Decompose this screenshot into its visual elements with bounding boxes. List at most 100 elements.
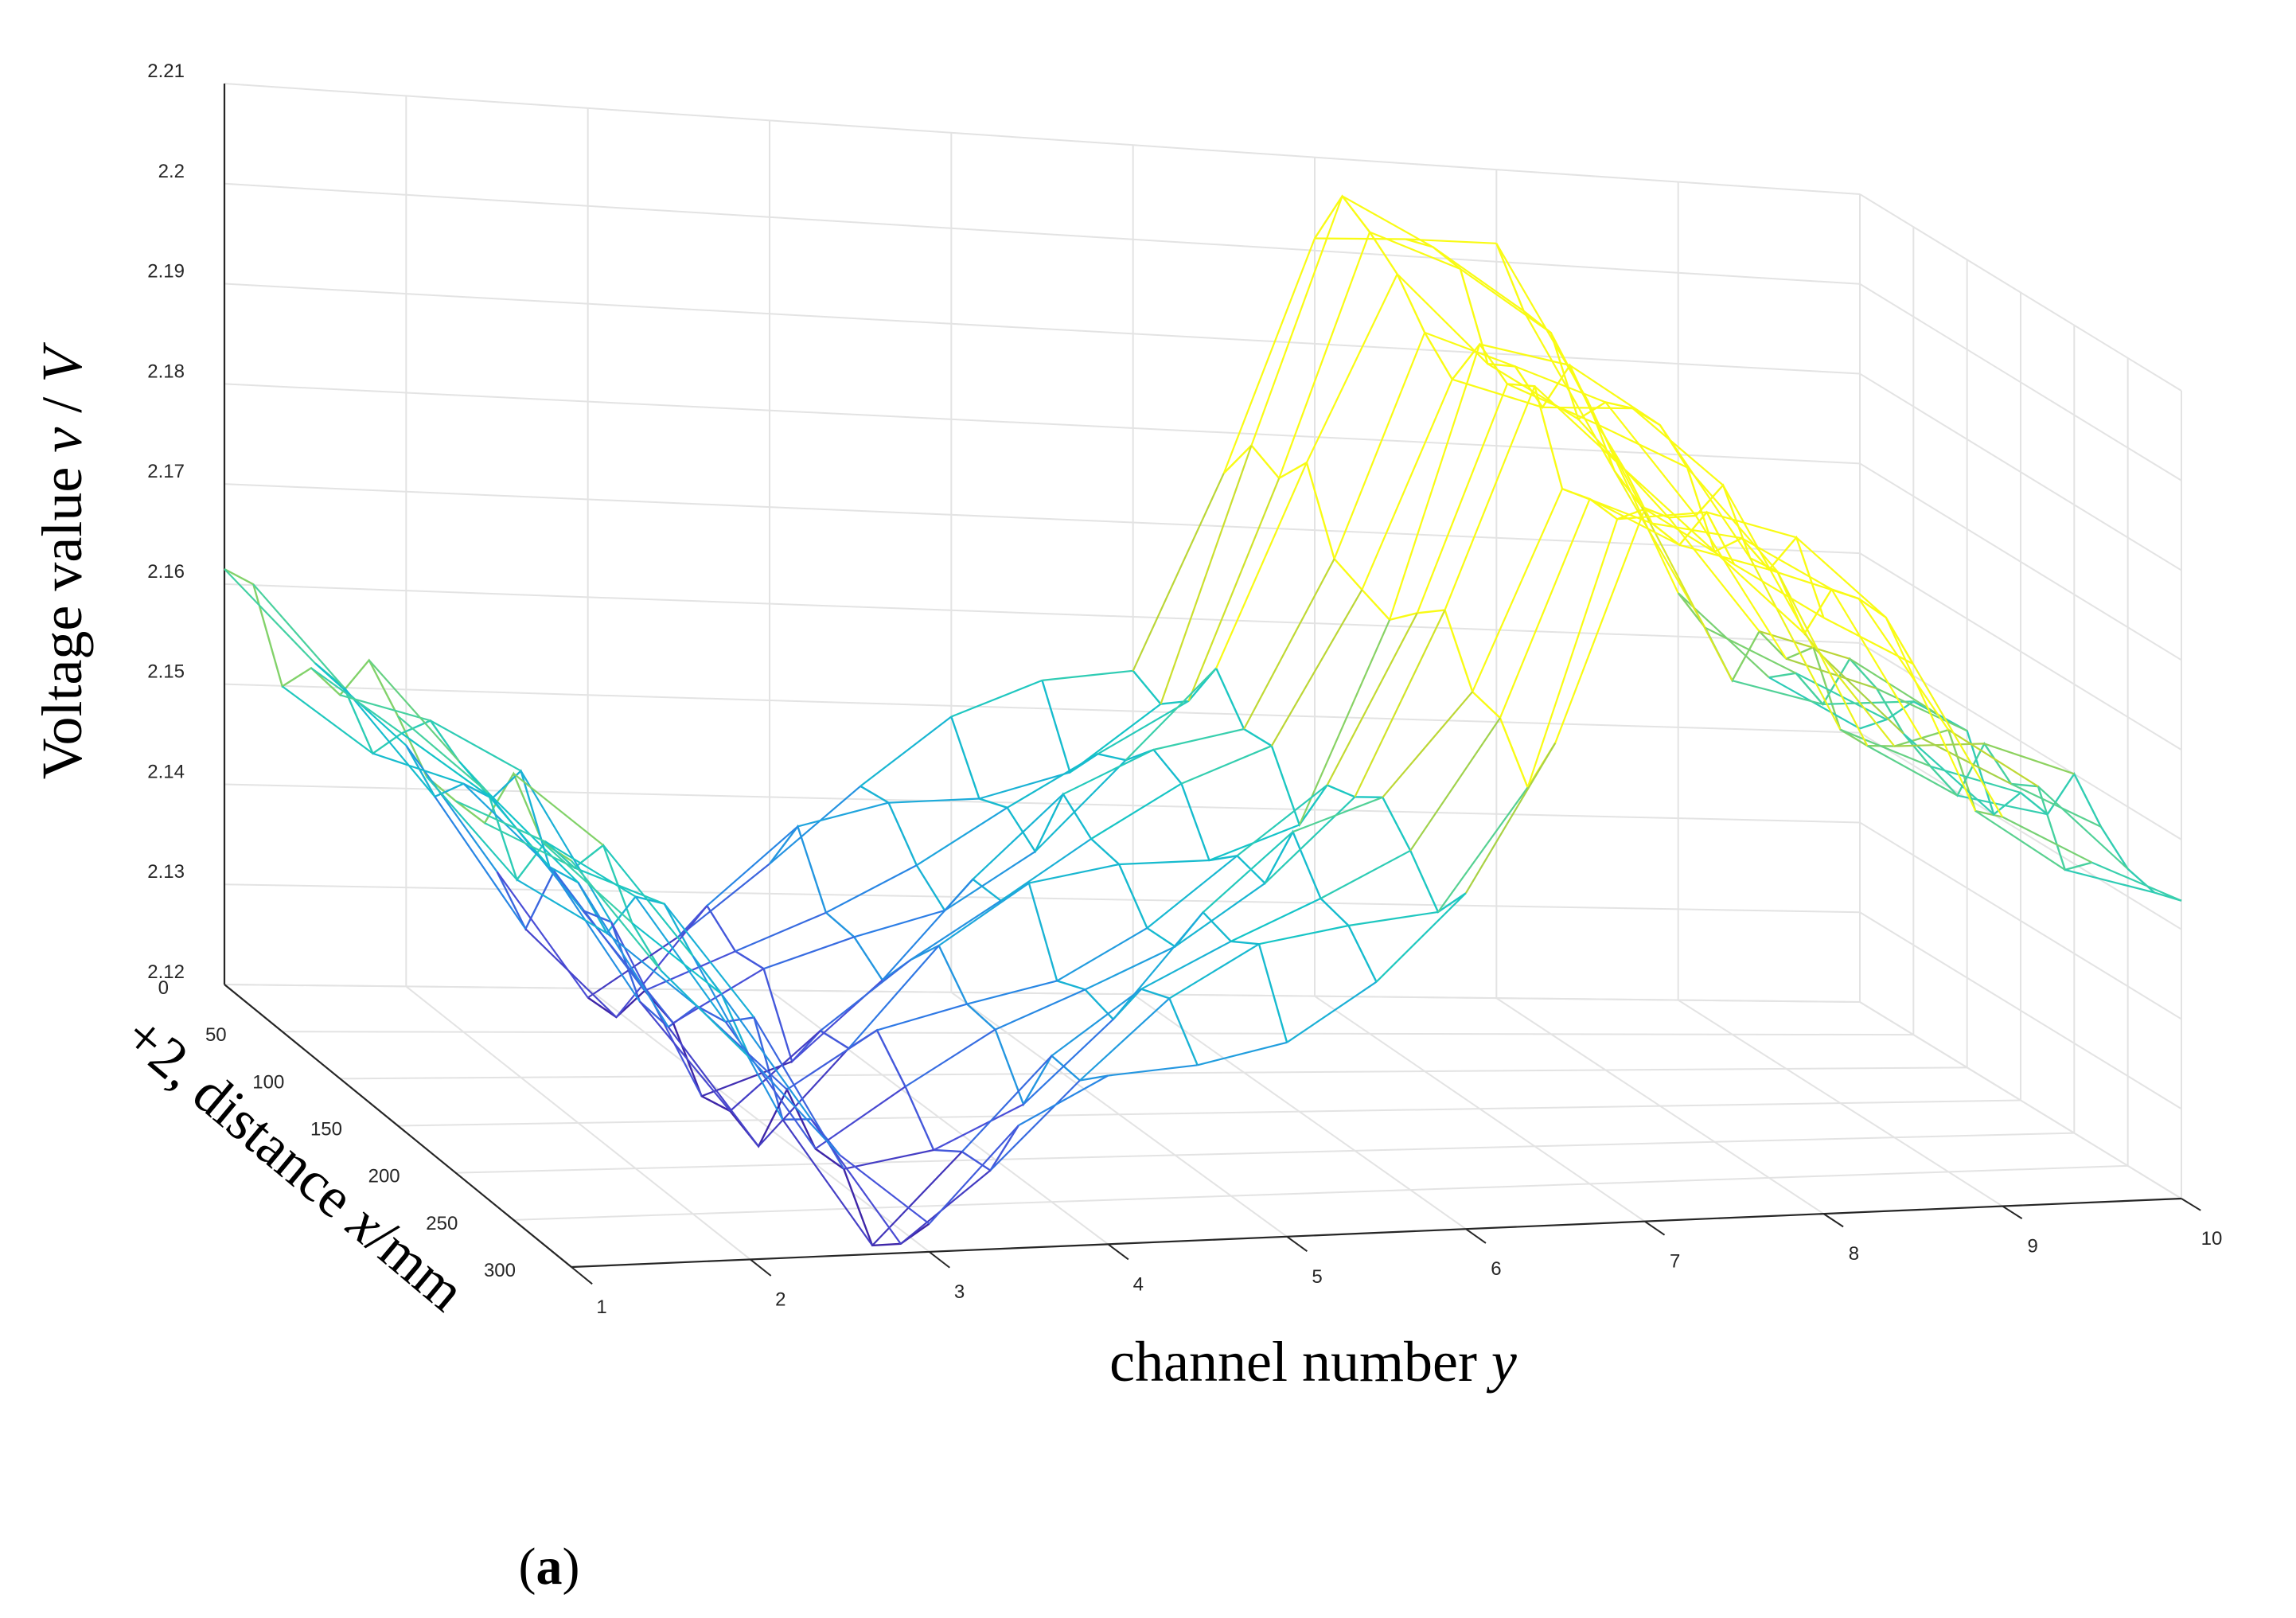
surface-mesh-line <box>910 899 1002 961</box>
surface-mesh-line <box>950 679 1043 718</box>
surface-mesh-line <box>1018 1074 1109 1126</box>
distance-tick-label: 50 <box>205 1024 227 1046</box>
surface-mesh-line <box>1264 796 1356 884</box>
surface-mesh <box>224 194 2182 1247</box>
surface-mesh-line <box>1042 669 1133 681</box>
surface-mesh-line <box>1706 511 1797 539</box>
channel-tick-mark <box>1644 1220 1666 1236</box>
surface-mesh-line <box>995 988 1086 1031</box>
surface-mesh-line <box>1930 765 2021 794</box>
distance-tick-label: 150 <box>310 1119 342 1140</box>
surface-mesh-line <box>1389 344 1481 621</box>
surface-mesh-line <box>2037 786 2129 870</box>
surface-mesh-line <box>989 1079 1081 1172</box>
surface-mesh-line <box>1776 571 1869 747</box>
surface-mesh-line <box>1146 855 1238 929</box>
channel-tick-mark <box>571 1266 593 1285</box>
surface-mesh-line <box>1305 273 1398 463</box>
surface-mesh-line <box>224 567 572 862</box>
surface-mesh-line <box>905 1028 996 1088</box>
surface-mesh-line <box>1062 749 1154 795</box>
surface-mesh-line <box>1659 424 1752 559</box>
surface-mesh-line <box>660 969 751 1059</box>
surface-mesh-line <box>1644 508 1735 566</box>
surface-mesh-line <box>1007 753 1099 809</box>
channel-tick-mark <box>928 1251 950 1269</box>
surface-mesh-line <box>2064 868 2155 894</box>
surface-mesh-line <box>900 1169 992 1245</box>
channel-tick-label: 6 <box>1491 1258 1501 1280</box>
surface-mesh-line <box>769 785 861 865</box>
surface-mesh-line <box>814 1086 906 1150</box>
surface-mesh-line <box>944 850 1036 911</box>
surface-mesh-line <box>1202 831 1294 914</box>
surface-mesh-line <box>1732 680 1823 705</box>
surface-mesh-line <box>1733 563 1824 619</box>
x-axis-label: channel number y <box>1109 1330 1517 1394</box>
channel-tick-mark <box>750 1258 772 1277</box>
surface-mesh-line <box>1822 617 1914 665</box>
surface-mesh-line <box>455 800 547 843</box>
surface-mesh-line <box>1432 246 1525 312</box>
back-wall-gridline <box>224 783 1861 824</box>
surface-mesh-line <box>749 1058 841 1156</box>
surface-mesh-line <box>1085 945 1175 991</box>
surface-mesh-line <box>961 1055 1053 1152</box>
surface-mesh-line <box>1222 238 1316 474</box>
channel-tick-mark <box>1465 1228 1487 1244</box>
surface-mesh-line <box>1912 663 2004 818</box>
channel-tick-label: 4 <box>1133 1273 1144 1295</box>
surface-mesh-line <box>1534 385 1626 470</box>
voltage-tick-label: 2.16 <box>147 561 185 583</box>
surface-mesh-line <box>1795 536 1887 618</box>
surface-mesh-line <box>797 801 889 828</box>
surface-mesh-line <box>1041 680 1378 983</box>
surface-mesh-line <box>631 922 723 995</box>
channel-tick-label: 7 <box>1670 1251 1680 1273</box>
channel-tick-mark <box>2002 1205 2023 1219</box>
surface-mesh-line <box>1974 810 2066 871</box>
surface-mesh-line <box>1749 557 1842 731</box>
surface-mesh-line <box>663 903 755 1019</box>
surface-mesh-line <box>972 793 1064 880</box>
surface-mesh-line <box>602 844 694 957</box>
voltage-tick-label: 2.2 <box>158 161 185 182</box>
surface-mesh-line <box>1243 558 1335 730</box>
surface-mesh-line <box>1396 273 1489 365</box>
surface-mesh-line <box>1604 401 1697 517</box>
channel-tick-mark <box>1286 1235 1308 1253</box>
surface-mesh-line <box>706 825 799 906</box>
surface-mesh-line <box>639 1000 731 1112</box>
surface-mesh-line <box>758 1047 850 1148</box>
surface-mesh-line <box>1416 383 1508 614</box>
surface-mesh-line <box>1023 1018 1114 1105</box>
surface-mesh-line <box>310 667 403 735</box>
surface-mesh-line <box>426 776 518 881</box>
surface-mesh-line <box>1507 383 1598 426</box>
surface-mesh-line <box>548 866 641 1003</box>
surface-mesh-line <box>860 715 952 787</box>
surface-mesh-line <box>1822 700 1914 705</box>
surface-mesh-line <box>1651 522 1742 540</box>
back-wall-gridline <box>224 483 1861 555</box>
surface-mesh-line <box>430 719 522 772</box>
voltage-tick-label: 2.14 <box>147 761 185 782</box>
channel-tick-label: 2 <box>775 1289 785 1310</box>
surface-mesh-line <box>1866 745 1959 797</box>
surface-mesh-line <box>582 910 674 1024</box>
surface-mesh-line <box>1035 759 1127 852</box>
voltage-tick-label: 2.15 <box>147 661 185 683</box>
surface-mesh-line <box>844 1148 934 1170</box>
axes-grid <box>223 83 2182 1269</box>
surface-mesh-line <box>1369 231 1461 271</box>
surface-mesh-line <box>487 792 579 883</box>
surface-mesh-line <box>401 732 493 800</box>
surface-mesh-line <box>1839 728 1932 767</box>
surface-mesh-line <box>667 1026 759 1148</box>
surface-mesh-line <box>1759 630 1850 660</box>
voltage-tick-label: 2.21 <box>147 60 185 82</box>
back-wall-gridline <box>224 883 1861 914</box>
surface-mesh-line <box>1803 633 1896 747</box>
back-wall-gridline <box>224 383 1861 465</box>
